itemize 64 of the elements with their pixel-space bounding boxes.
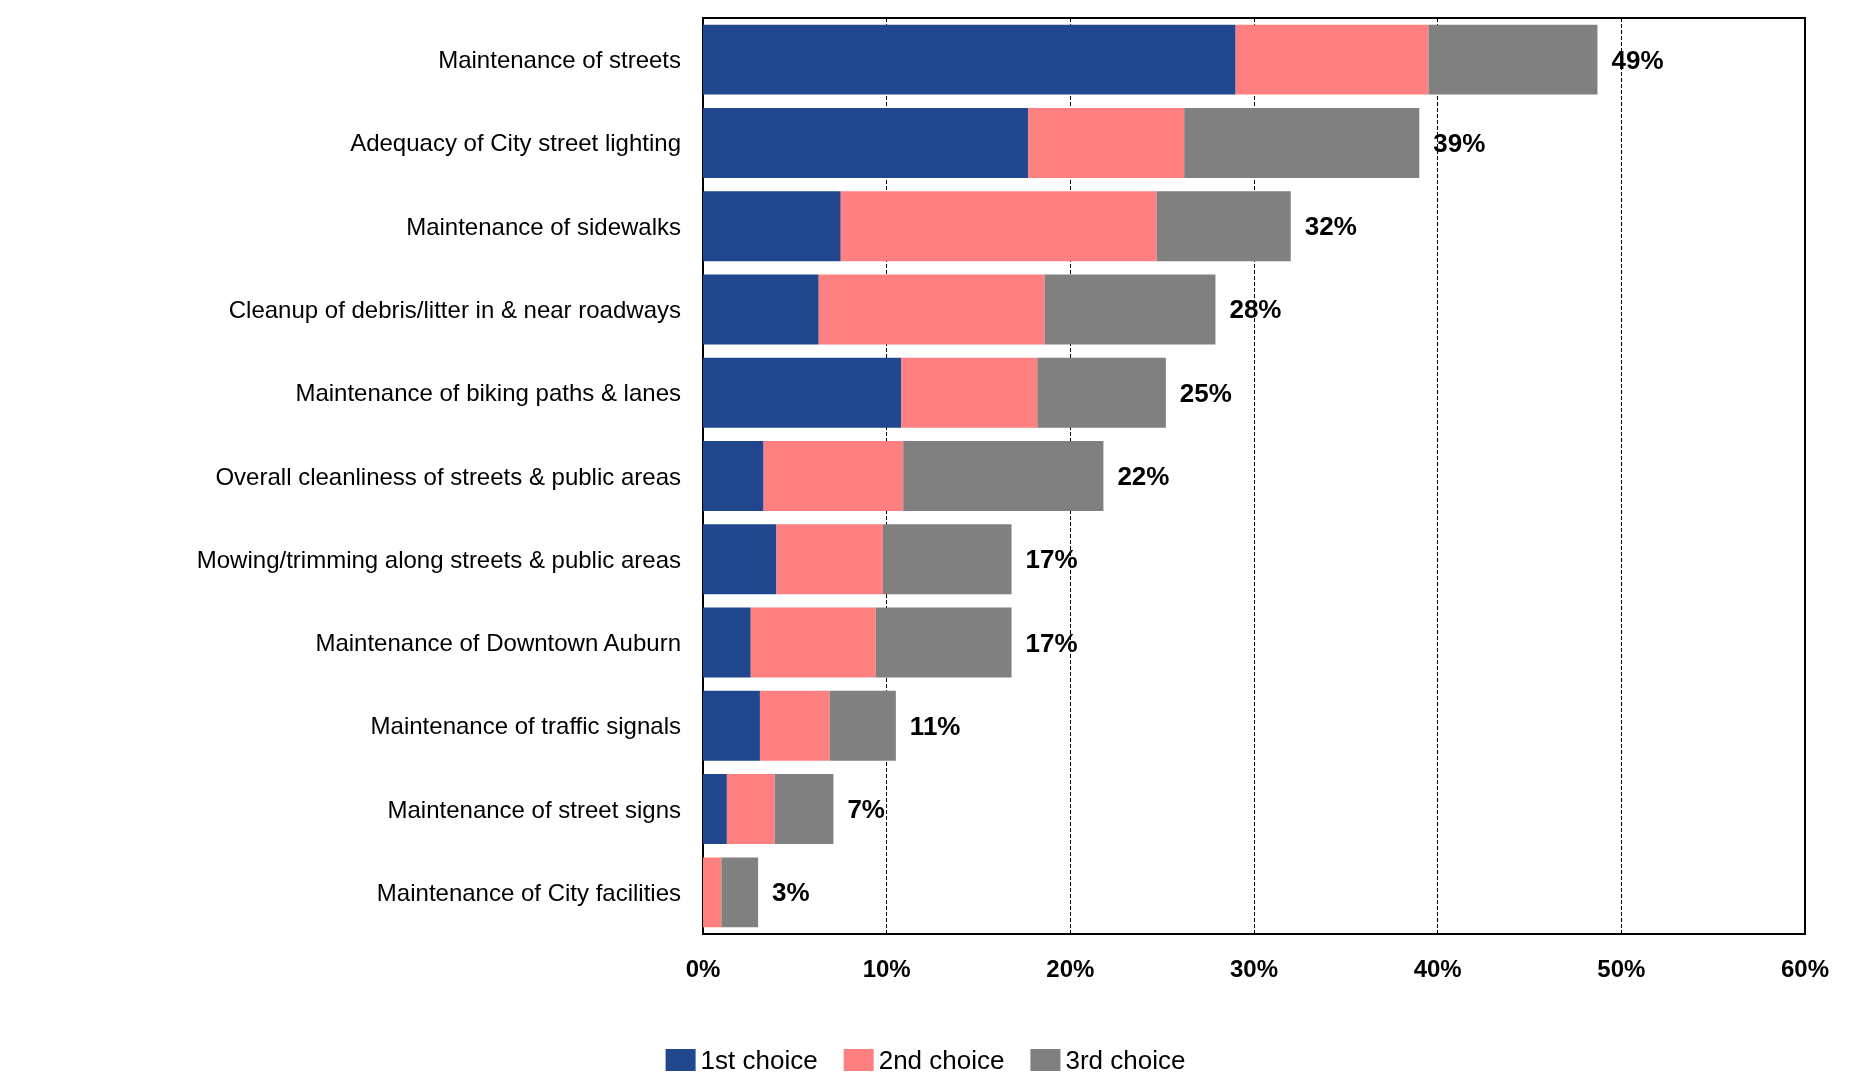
total-label: 49% bbox=[1611, 44, 1664, 75]
bar bbox=[703, 524, 777, 595]
bar bbox=[763, 441, 904, 511]
bar bbox=[1184, 107, 1420, 178]
y-tick-label: Adequacy of City street lighting bbox=[350, 129, 681, 157]
y-tick-label: Cleanup of debris/litter in & near roadways bbox=[228, 295, 681, 323]
bar bbox=[1028, 107, 1185, 178]
bar bbox=[703, 441, 764, 511]
y-tick-label: Maintenance of City facilities bbox=[376, 878, 681, 906]
bar bbox=[829, 690, 896, 761]
bar bbox=[703, 191, 841, 262]
y-tick-label: Mowing/trimming along streets & public areas bbox=[196, 545, 681, 573]
bar bbox=[703, 774, 727, 845]
x-tick-label: 20% bbox=[1046, 954, 1095, 982]
bar bbox=[703, 107, 1029, 178]
legend-label: 1st choice bbox=[700, 1045, 818, 1075]
total-label: 32% bbox=[1304, 211, 1357, 242]
bar bbox=[1428, 24, 1598, 95]
bar bbox=[901, 357, 1038, 428]
bar bbox=[703, 607, 751, 678]
bar bbox=[1156, 191, 1291, 262]
bar bbox=[703, 690, 760, 761]
bar bbox=[703, 24, 1236, 95]
bar bbox=[703, 357, 902, 428]
x-tick-label: 40% bbox=[1413, 954, 1462, 982]
bar bbox=[750, 607, 876, 678]
bar bbox=[903, 441, 1104, 511]
bar bbox=[1235, 24, 1429, 95]
bar bbox=[703, 274, 819, 345]
y-tick-label: Maintenance of sidewalks bbox=[406, 212, 681, 240]
bar bbox=[882, 524, 1012, 595]
total-label: 17% bbox=[1025, 544, 1078, 575]
bar bbox=[776, 524, 883, 595]
y-tick-label: Maintenance of streets bbox=[438, 46, 681, 74]
bar bbox=[818, 274, 1045, 345]
total-label: 17% bbox=[1025, 627, 1078, 658]
y-tick-label: Maintenance of biking paths & lanes bbox=[295, 379, 681, 407]
total-label: 28% bbox=[1229, 294, 1282, 325]
total-label: 3% bbox=[772, 877, 810, 908]
bar bbox=[721, 857, 759, 928]
total-label: 39% bbox=[1433, 127, 1486, 158]
bar bbox=[875, 607, 1012, 678]
total-label: 25% bbox=[1179, 377, 1232, 408]
x-tick-label: 30% bbox=[1229, 954, 1279, 982]
bar bbox=[1044, 274, 1216, 345]
total-label: 11% bbox=[909, 710, 961, 741]
x-tick-label: 50% bbox=[1597, 954, 1646, 982]
y-tick-label: Overall cleanliness of streets & public areas bbox=[215, 462, 681, 490]
legend-label: 2nd choice bbox=[878, 1045, 1005, 1075]
bar bbox=[703, 857, 722, 928]
legend-label: 3rd choice bbox=[1065, 1045, 1186, 1075]
bar bbox=[726, 774, 775, 845]
x-tick-label: 60% bbox=[1780, 954, 1830, 982]
total-label: 7% bbox=[847, 794, 885, 825]
bar bbox=[759, 690, 830, 761]
y-tick-label: Maintenance of traffic signals bbox=[370, 712, 681, 740]
y-tick-label: Maintenance of Downtown Auburn bbox=[315, 629, 681, 657]
bar bbox=[774, 774, 834, 845]
bar bbox=[1037, 357, 1166, 428]
x-tick-label: 10% bbox=[862, 954, 911, 982]
total-label: 22% bbox=[1117, 461, 1170, 491]
bar bbox=[840, 191, 1157, 262]
y-tick-label: Maintenance of street signs bbox=[387, 795, 681, 823]
x-tick-label: 0% bbox=[685, 954, 721, 982]
